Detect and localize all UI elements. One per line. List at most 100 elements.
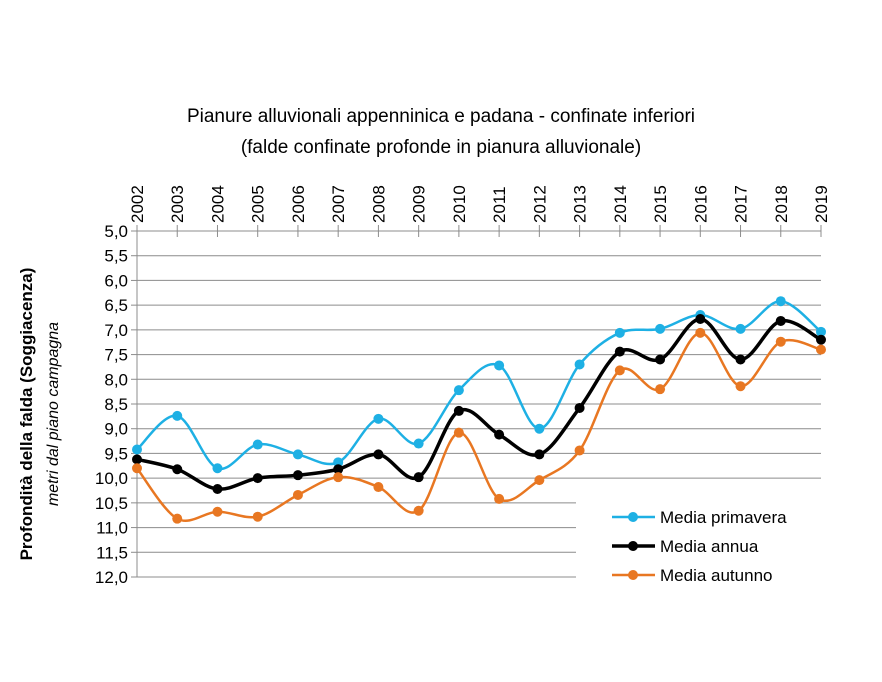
series-1	[132, 313, 826, 495]
data-point	[574, 445, 585, 456]
x-tick-label: 2018	[772, 185, 791, 223]
data-point	[373, 449, 384, 460]
data-point	[655, 323, 666, 334]
data-point	[292, 449, 303, 460]
y-tick-label: 5,5	[104, 247, 128, 266]
legend-label: Media annua	[660, 537, 759, 556]
y-tick-label: 11,5	[96, 543, 128, 562]
x-tick-label: 2012	[530, 185, 549, 223]
x-tick-label: 2002	[128, 185, 147, 223]
x-tick-label: 2016	[691, 185, 710, 223]
data-point	[172, 464, 183, 475]
series-group	[132, 296, 826, 524]
data-point	[333, 464, 344, 475]
data-point	[534, 449, 545, 460]
x-tick-label: 2004	[208, 185, 227, 223]
data-point	[494, 493, 505, 504]
x-tick-labels: 2002 2003 2004 2005 2006 2007 2008 2009 2010 2011…	[128, 185, 831, 223]
data-point	[373, 482, 384, 493]
x-tick-label: 2011	[490, 186, 509, 223]
data-point	[172, 513, 183, 524]
x-tick-label: 2015	[651, 185, 670, 223]
data-point	[413, 505, 424, 516]
chart-title: Pianure alluvionali appenninica e padana…	[187, 106, 695, 127]
data-point	[816, 334, 826, 345]
data-point	[212, 463, 223, 474]
data-point	[695, 327, 706, 338]
data-point	[453, 427, 464, 438]
legend: Media primavera Media annua Media autunno	[612, 508, 787, 585]
data-point	[252, 473, 263, 484]
x-tick-label: 2008	[369, 185, 388, 223]
x-tick-label: 2010	[450, 185, 469, 223]
data-point	[655, 354, 666, 365]
x-tick-label: 2003	[168, 185, 187, 223]
x-tick-label: 2007	[329, 185, 348, 223]
legend-marker	[628, 570, 638, 580]
data-point	[614, 365, 625, 376]
legend-label: Media primavera	[660, 508, 787, 527]
y-tick-label: 9,0	[104, 420, 128, 439]
data-point	[172, 410, 183, 421]
y-axis-title: Profondità della falda (Soggiacenza)	[17, 268, 36, 561]
series-2	[132, 327, 826, 524]
x-tick-label: 2017	[732, 185, 751, 223]
data-point	[132, 454, 142, 465]
y-tick-label: 10,5	[95, 494, 128, 513]
data-point	[413, 472, 424, 483]
data-point	[132, 463, 142, 474]
data-point	[494, 360, 505, 371]
x-tick-label: 2013	[571, 185, 590, 223]
data-point	[453, 385, 464, 396]
x-tick-label: 2005	[249, 185, 268, 223]
y-tick-label: 11,0	[96, 519, 128, 538]
data-point	[212, 484, 223, 495]
data-point	[816, 344, 826, 355]
legend-marker	[628, 541, 638, 551]
data-point	[292, 470, 303, 481]
data-point	[333, 457, 344, 468]
data-point	[655, 384, 666, 395]
series-line	[136, 299, 822, 470]
data-point	[574, 402, 585, 413]
data-point	[333, 472, 344, 483]
data-point	[212, 506, 223, 517]
data-point	[614, 327, 625, 338]
data-point	[614, 346, 625, 357]
x-tick-label: 2014	[611, 185, 630, 223]
data-point	[534, 423, 545, 434]
legend-marker	[628, 512, 638, 522]
y-axis-subtitle: metri dal piano campagna	[45, 322, 62, 506]
data-point	[373, 413, 384, 424]
data-point	[132, 444, 142, 455]
x-tick-label: 2006	[289, 185, 308, 223]
data-point	[453, 405, 464, 416]
data-point	[494, 429, 505, 440]
chart-subtitle: (falde confinate profonde in pianura all…	[241, 137, 641, 158]
data-point	[775, 315, 786, 326]
data-point	[735, 381, 746, 392]
data-point	[775, 296, 786, 307]
y-tick-label: 8,5	[104, 395, 128, 414]
y-tick-label: 7,0	[104, 321, 128, 340]
data-point	[413, 438, 424, 449]
y-tick-label: 7,5	[104, 346, 128, 365]
data-point	[775, 336, 786, 347]
x-tick-label: 2009	[410, 185, 429, 223]
data-point	[735, 354, 746, 365]
y-tick-label: 12,0	[95, 568, 128, 587]
axes	[131, 225, 822, 578]
data-point	[252, 439, 263, 450]
y-tick-label: 9,5	[104, 444, 128, 463]
data-point	[252, 511, 263, 522]
data-point	[292, 489, 303, 500]
legend-label: Media autunno	[660, 566, 772, 585]
y-tick-label: 6,5	[104, 296, 128, 315]
y-tick-labels: 5,0 5,5 6,0 6,5 7,0 7,5 8,0 8,5 9,0 9,5 10,0 10,5 11…	[95, 222, 128, 587]
series-0	[132, 296, 826, 474]
data-point	[695, 313, 706, 324]
data-point	[574, 359, 585, 370]
data-point	[735, 323, 746, 334]
y-tick-label: 5,0	[104, 222, 128, 241]
